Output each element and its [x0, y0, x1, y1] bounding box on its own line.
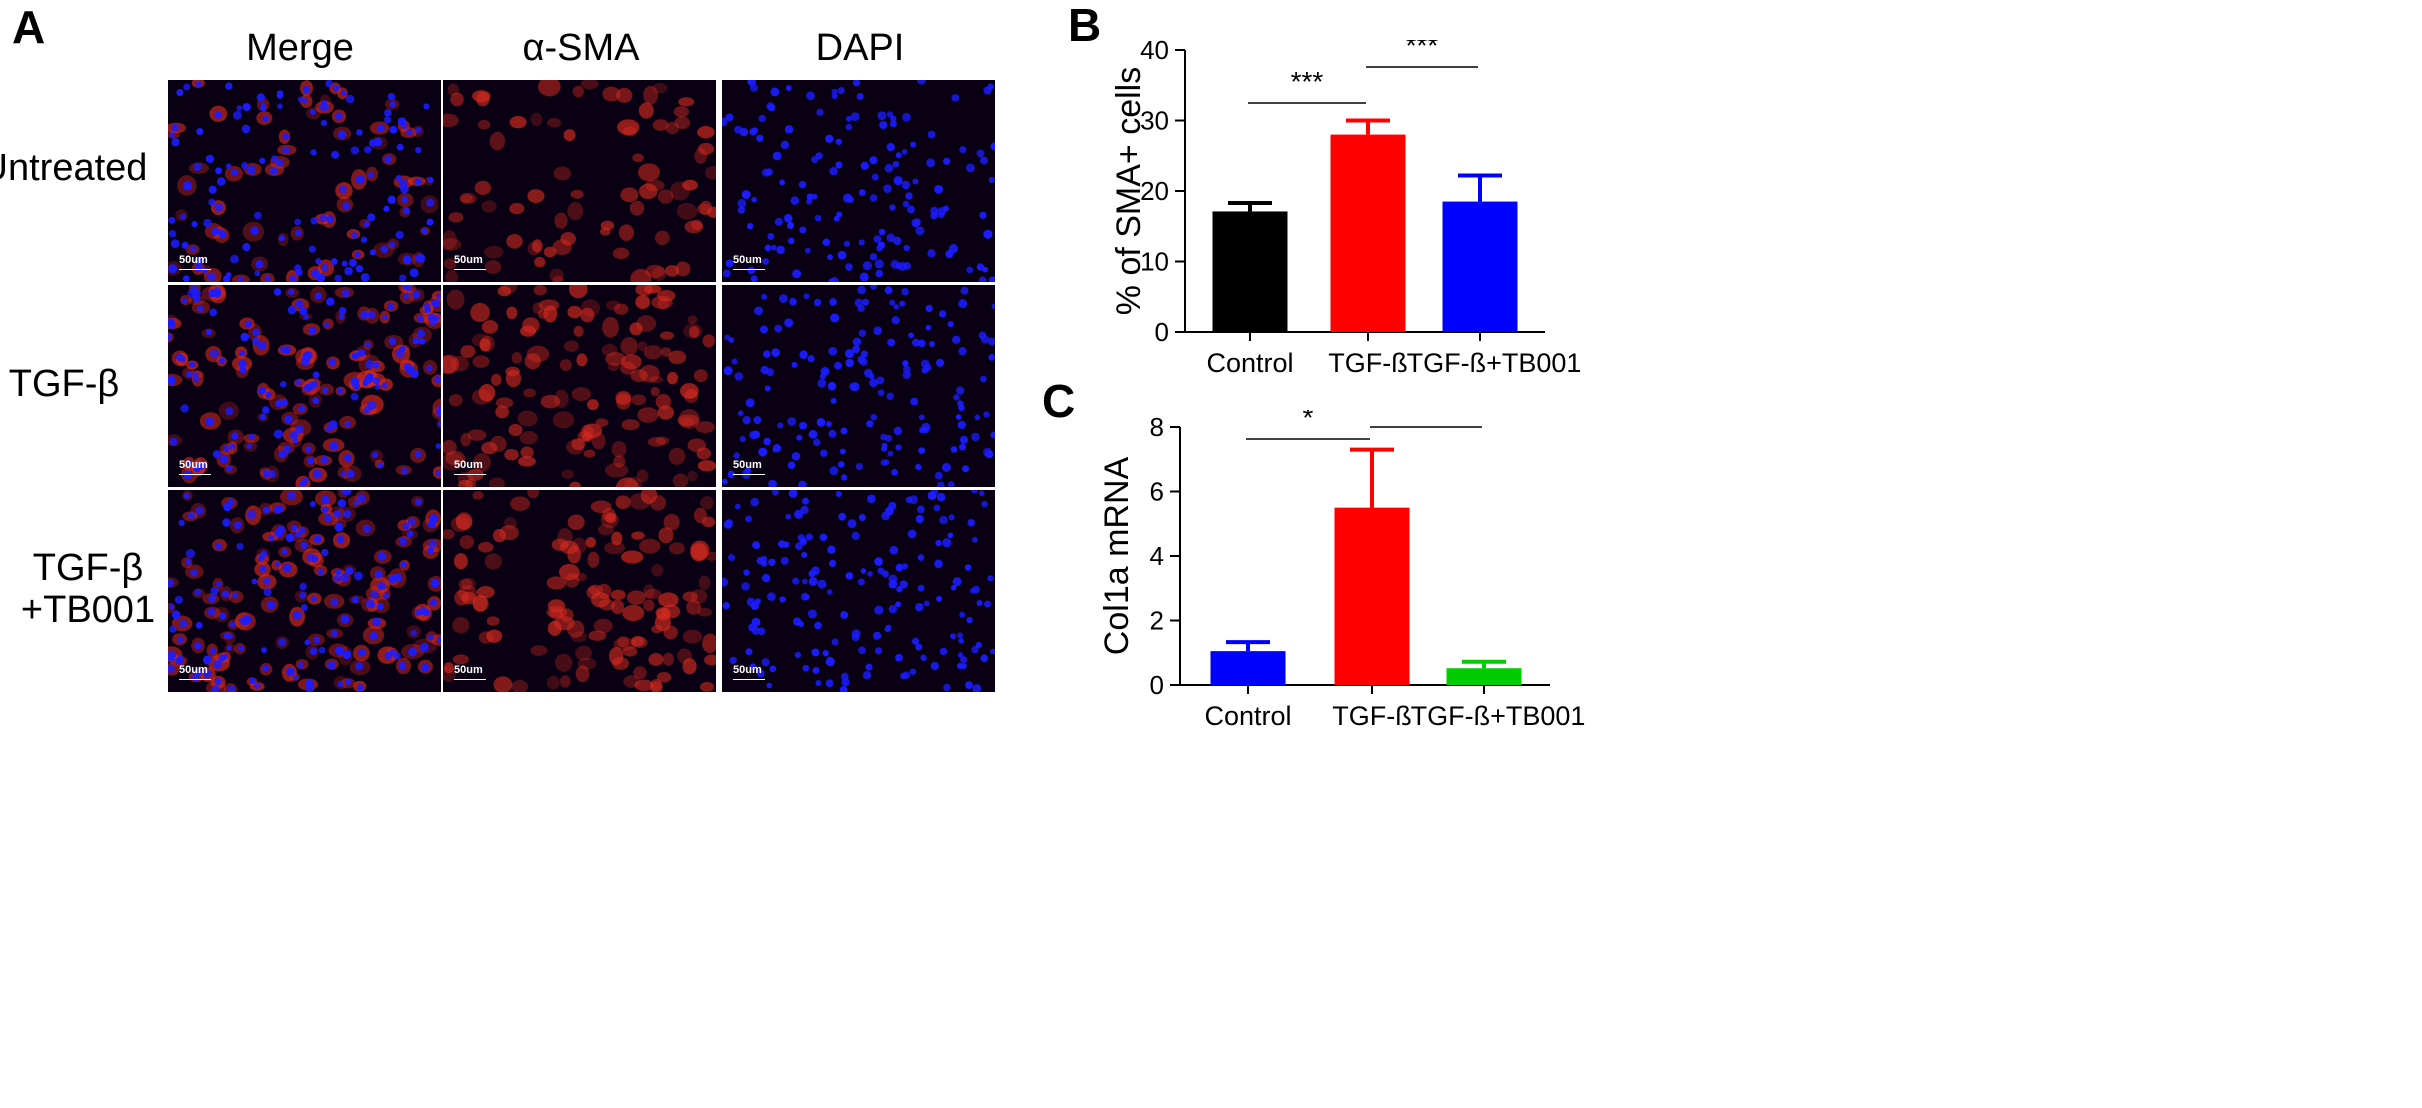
- y-tick-label: 2: [1150, 606, 1164, 636]
- x-tick-label-2: TGF-ß+TB001: [1407, 348, 1582, 378]
- y-tick-label: 0: [1150, 670, 1164, 700]
- micrograph-tgf-beta-tb001-dapi: 50um: [722, 490, 995, 692]
- y-tick-label: 10: [1140, 247, 1169, 277]
- scale-bar: [179, 474, 211, 475]
- bar-2: [1446, 668, 1522, 685]
- x-tick-label-1: TGF-ß: [1332, 701, 1411, 731]
- scale-bar: [733, 269, 765, 270]
- y-tick-label: 20: [1140, 176, 1169, 206]
- scale-bar: [733, 474, 765, 475]
- scale-bar: [454, 679, 486, 680]
- scale-bar: [454, 269, 486, 270]
- y-axis-title: Col1a mRNA: [1098, 456, 1136, 655]
- scale-bar: [733, 679, 765, 680]
- y-tick-label: 8: [1150, 412, 1164, 442]
- panel-a-label: A: [12, 1, 46, 53]
- micrograph-untreated-alpha-sma: 50um: [443, 80, 716, 282]
- micrograph-tgf-beta-tb001-alpha-sma: 50um: [443, 490, 716, 692]
- scale-bar-label: 50um: [733, 459, 762, 471]
- bar-0: [1210, 651, 1286, 685]
- scale-bar-label: 50um: [733, 664, 762, 676]
- row-label-tgf-beta-tb001: TGF-β +TB001: [20, 547, 156, 631]
- bar-2: [1442, 201, 1518, 332]
- bar-1: [1330, 134, 1406, 332]
- column-title-alpha-sma: α-SMA: [522, 27, 640, 69]
- scale-bar-label: 50um: [179, 664, 208, 676]
- scale-bar-label: 50um: [454, 459, 483, 471]
- y-tick-label: 30: [1140, 106, 1169, 136]
- y-tick-label: 0: [1155, 317, 1169, 347]
- x-tick-label-2: TGF-ß+TB001: [1411, 701, 1586, 731]
- bar-chart-sma-cells: 0 10 20 30 40% of SMA+ cells Control TGF-ßTGF-…: [1110, 40, 1582, 378]
- micrograph-untreated-merge: 50um: [168, 80, 441, 282]
- significance-label: ***: [1291, 66, 1324, 97]
- y-tick-label: 6: [1150, 477, 1164, 507]
- scale-bar-label: 50um: [454, 254, 483, 266]
- micrograph-untreated-dapi: 50um: [722, 80, 995, 282]
- micrograph-tgf-beta-tb001-merge: 50um: [168, 490, 441, 692]
- y-tick-label: 4: [1150, 541, 1164, 571]
- micrograph-tgf-beta-alpha-sma: 50um: [443, 285, 716, 487]
- bar-1: [1334, 507, 1410, 685]
- scale-bar-label: 50um: [454, 664, 483, 676]
- scale-bar-label: 50um: [179, 459, 208, 471]
- scale-bar: [179, 269, 211, 270]
- panel-c-label: C: [1042, 375, 1076, 427]
- x-tick-label-1: TGF-ß: [1328, 348, 1407, 378]
- micrograph-tgf-beta-dapi: 50um: [722, 285, 995, 487]
- significance-label: ***: [1406, 40, 1439, 61]
- x-tick-label-0: Control: [1206, 348, 1293, 378]
- scale-bar-label: 50um: [179, 254, 208, 266]
- scale-bar: [179, 679, 211, 680]
- x-tick-label-0: Control: [1204, 701, 1291, 731]
- significance-label: *: [1303, 410, 1314, 433]
- significance-label: **: [1415, 410, 1437, 421]
- y-tick-label: 40: [1140, 40, 1169, 65]
- y-axis-title: % of SMA+ cells: [1110, 67, 1148, 315]
- scale-bar-label: 50um: [733, 254, 762, 266]
- column-title-dapi: DAPI: [815, 27, 905, 69]
- bar-0: [1212, 211, 1288, 332]
- column-title-merge: Merge: [246, 27, 354, 69]
- panel-b-label: B: [1068, 0, 1102, 51]
- scale-bar: [454, 474, 486, 475]
- row-label-untreated: Untreated: [0, 147, 148, 189]
- micrograph-tgf-beta-merge: 50um: [168, 285, 441, 487]
- row-label-tgf-beta: TGF-β: [8, 363, 120, 405]
